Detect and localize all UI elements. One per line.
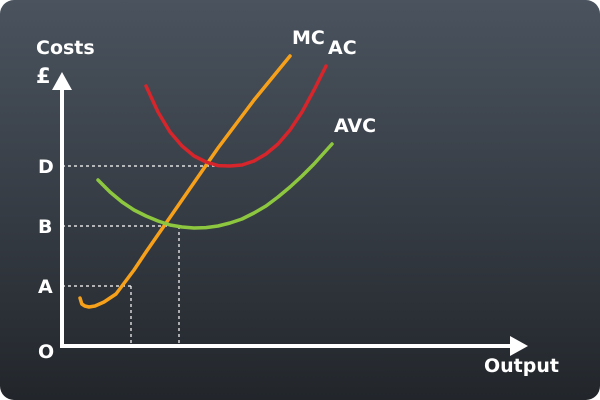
curve-label-mc: MC: [292, 27, 325, 49]
y-tick-label-a: A: [38, 276, 53, 298]
cost-curves: [78, 54, 334, 309]
chart-text: Costs £ Output O MC AC AVC A B D: [36, 27, 559, 377]
curve-label-avc: AVC: [334, 115, 376, 137]
curve-label-ac: AC: [328, 37, 357, 59]
y-axis-unit-label: £: [36, 64, 51, 88]
origin-label: O: [38, 341, 54, 363]
y-axis-label: Costs: [36, 37, 95, 59]
curve-mc: [78, 54, 292, 309]
y-tick-label-b: B: [38, 216, 52, 238]
axes: [52, 72, 528, 356]
curve-ac: [144, 64, 328, 168]
x-axis-arrow: [510, 336, 528, 356]
curve-avc: [96, 142, 334, 230]
y-axis-arrow: [52, 72, 72, 90]
guide-lines: [62, 165, 224, 346]
y-tick-label-d: D: [38, 156, 54, 178]
x-axis-label: Output: [484, 355, 559, 377]
